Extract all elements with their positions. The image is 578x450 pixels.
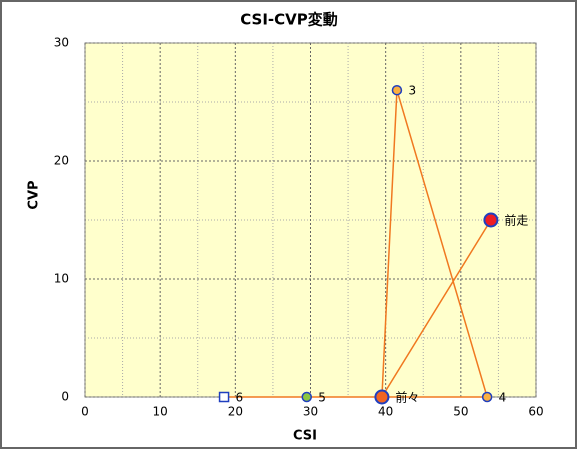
x-tick-label: 40 (378, 405, 393, 419)
x-tick-label: 50 (453, 405, 468, 419)
point-label: 5 (318, 391, 326, 405)
point (218, 391, 230, 403)
point (481, 391, 493, 403)
y-tick-label: 20 (54, 154, 69, 168)
point (301, 391, 312, 403)
plot-area: 0 10 20 30 40 50 60 0 10 20 30 6 5 4 3 前々 前走 (54, 36, 544, 419)
y-tick-label: 30 (54, 36, 69, 50)
connecting-line (224, 89, 492, 398)
y-tick-label: 0 (61, 390, 69, 404)
x-tick-label: 10 (153, 405, 168, 419)
y-axis-label: CVP (27, 180, 42, 209)
point (374, 389, 390, 405)
x-tick-label: 30 (303, 405, 318, 419)
point-label: 前走 (504, 213, 528, 228)
point (483, 212, 499, 228)
chart-title: CSI-CVP変動 (240, 11, 338, 29)
point-label: 3 (408, 84, 416, 98)
point-label: 4 (499, 391, 507, 405)
x-tick-label: 0 (81, 405, 89, 419)
x-tick-label: 60 (528, 405, 543, 419)
point-label: 前々 (395, 390, 419, 405)
x-tick-label: 20 (228, 405, 243, 419)
x-axis-label: CSI (293, 429, 317, 444)
point-label: 6 (236, 391, 244, 405)
y-tick-label: 10 (54, 272, 69, 286)
point (391, 84, 403, 96)
